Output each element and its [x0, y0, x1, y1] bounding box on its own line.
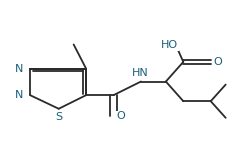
Text: N: N: [15, 90, 23, 100]
Text: N: N: [15, 64, 23, 74]
Text: HN: HN: [132, 68, 149, 78]
Text: HO: HO: [161, 40, 178, 50]
Text: O: O: [213, 57, 222, 67]
Text: O: O: [117, 111, 125, 121]
Text: S: S: [55, 112, 62, 122]
